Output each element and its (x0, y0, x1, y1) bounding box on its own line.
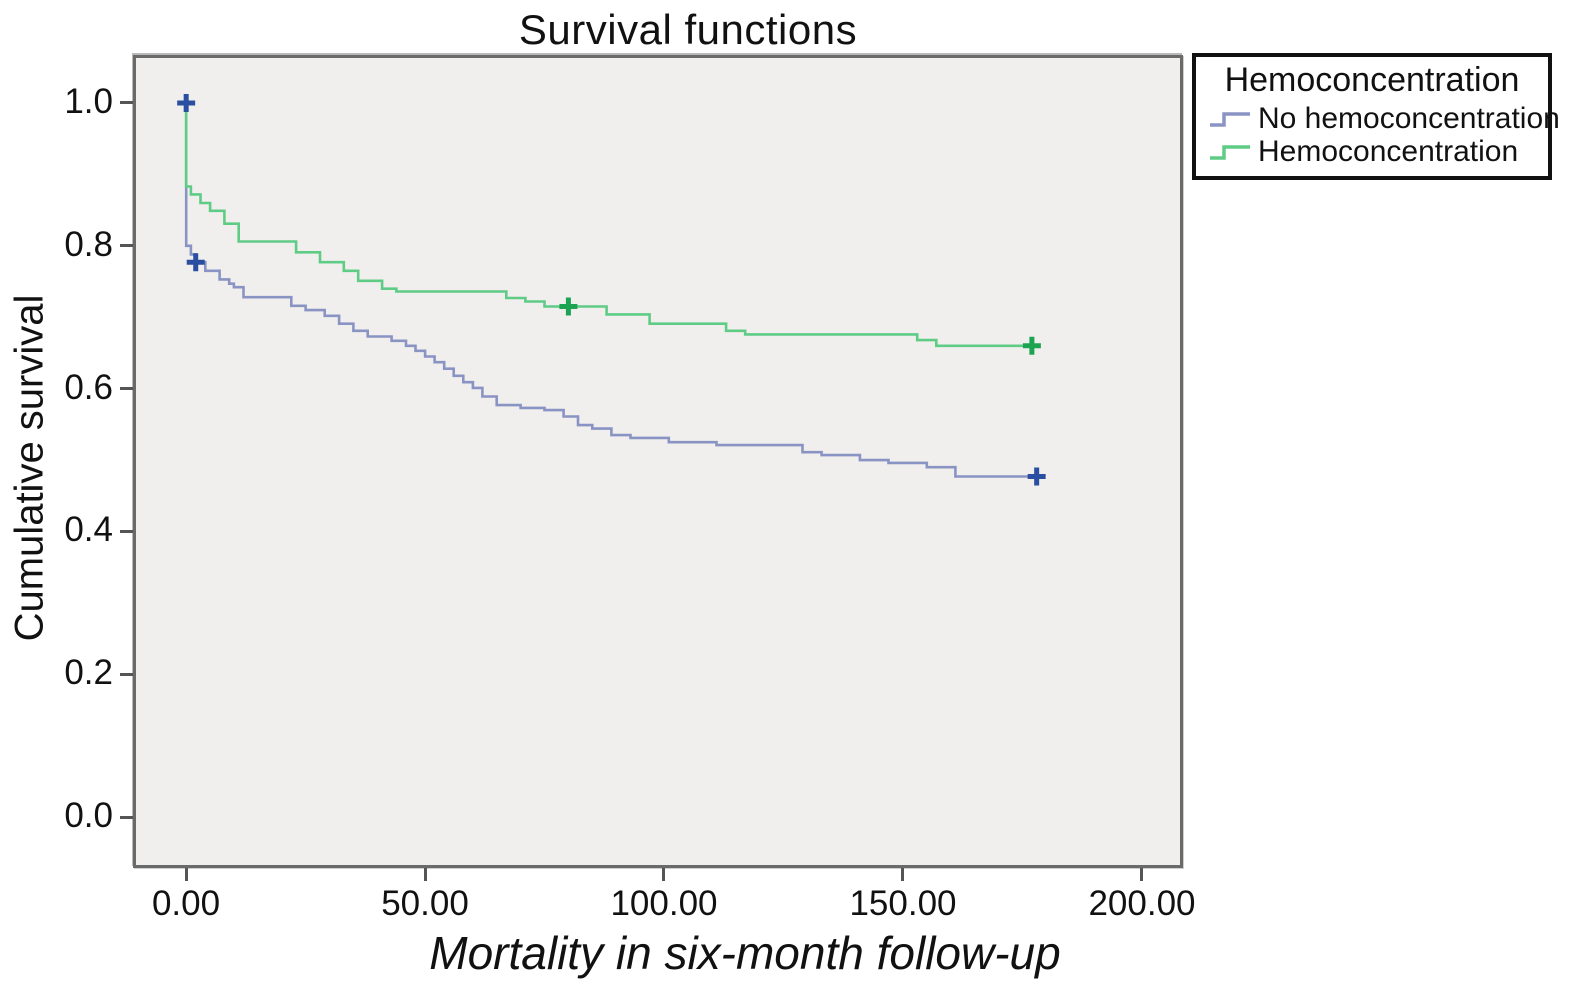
y-tick-label: 1.0 (64, 82, 113, 121)
x-tick-mark (185, 868, 188, 881)
y-tick-mark (120, 816, 133, 819)
censor-mark-icon (186, 253, 205, 272)
y-tick-label: 0.0 (64, 796, 113, 835)
y-tick-mark (120, 244, 133, 247)
y-tick-mark (120, 387, 133, 390)
legend-label-no-hemoconcentration: No hemoconcentration (1258, 101, 1560, 135)
chart-title: Survival functions (518, 6, 858, 53)
y-tick-label: 0.8 (64, 225, 113, 264)
plot-canvas (136, 58, 1180, 865)
x-tick-label: 50.00 (381, 884, 469, 923)
x-tick-label: 0.00 (151, 884, 221, 923)
legend: Hemoconcentration No hemoconcentration H… (1192, 53, 1560, 180)
x-tick-mark (1140, 868, 1143, 881)
curve-no-hemoconcentration (184, 103, 1037, 478)
y-axis-title: Cumulative survival (7, 294, 52, 642)
step-line-swatch-icon (1210, 144, 1250, 160)
x-tick-label: 200.00 (1088, 884, 1196, 923)
legend-label-hemoconcentration: Hemoconcentration (1258, 134, 1519, 168)
x-tick-mark (901, 868, 904, 881)
legend-item-hemoconcentration: Hemoconcentration (1204, 135, 1540, 168)
y-tick-label: 0.4 (64, 510, 113, 549)
y-tick-label: 0.6 (64, 368, 113, 407)
censor-mark-icon (559, 297, 578, 316)
x-tick-mark (424, 868, 427, 881)
plot-area (133, 55, 1183, 868)
x-tick-mark (662, 868, 665, 881)
censor-mark-icon (1022, 336, 1041, 355)
x-tick-label: 150.00 (849, 884, 957, 923)
y-tick-mark (120, 530, 133, 533)
step-line-swatch-icon (1210, 111, 1250, 127)
x-axis-title: Mortality in six-month follow-up (429, 927, 1061, 979)
x-tick-label: 100.00 (610, 884, 718, 923)
censor-mark-icon (1027, 467, 1046, 486)
legend-item-no-hemoconcentration: No hemoconcentration (1204, 102, 1560, 135)
censor-mark-icon (177, 93, 196, 112)
curve-hemoconcentration (184, 103, 1032, 348)
y-tick-label: 0.2 (64, 653, 113, 692)
legend-title: Hemoconcentration (1224, 61, 1520, 99)
y-tick-mark (120, 101, 133, 104)
y-tick-mark (120, 673, 133, 676)
